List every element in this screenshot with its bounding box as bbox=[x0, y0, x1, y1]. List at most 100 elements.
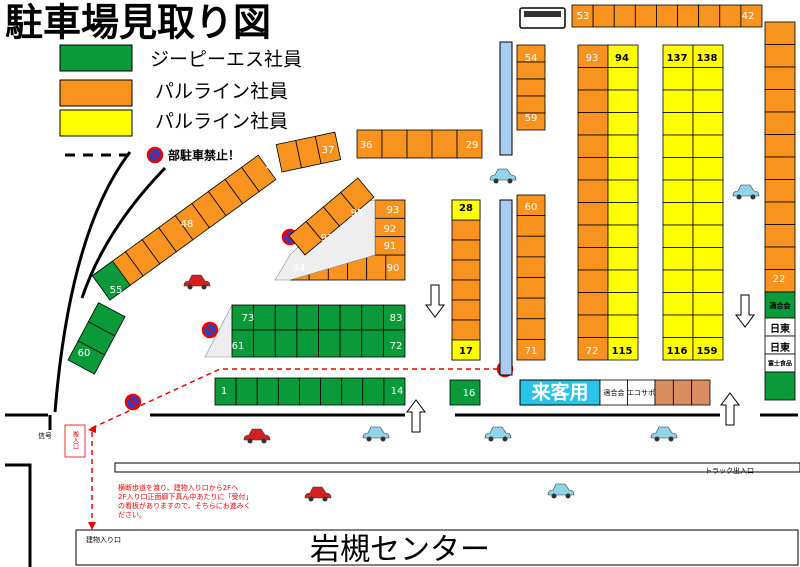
car bbox=[304, 486, 332, 499]
parking-space bbox=[451, 219, 481, 241]
space-label: 53 bbox=[577, 11, 590, 22]
parking-space bbox=[764, 44, 796, 68]
parking-space bbox=[692, 247, 724, 271]
parking-space bbox=[383, 377, 406, 406]
parking-space bbox=[235, 377, 258, 406]
space-label: 97 bbox=[321, 233, 334, 244]
car-wheel bbox=[322, 496, 328, 502]
car-wheel bbox=[366, 436, 372, 442]
parking-space bbox=[592, 4, 615, 28]
car-wheel bbox=[488, 436, 494, 442]
parking-space bbox=[662, 292, 694, 316]
loading-box bbox=[64, 424, 86, 458]
parking-space bbox=[692, 202, 724, 226]
parking-space bbox=[577, 112, 609, 136]
space-label: 17 bbox=[459, 346, 473, 357]
space-label: 94 bbox=[615, 53, 629, 64]
parking-space bbox=[296, 329, 319, 358]
space-label: 84 bbox=[293, 263, 306, 274]
parking-space bbox=[677, 4, 700, 28]
parking-space bbox=[516, 338, 546, 361]
parking-space bbox=[662, 269, 694, 293]
parking-space bbox=[654, 379, 674, 406]
car-wheel bbox=[493, 178, 499, 184]
legend-swatch bbox=[59, 44, 133, 72]
space-label: 28 bbox=[459, 203, 473, 214]
car bbox=[650, 426, 678, 439]
parking-space bbox=[764, 201, 796, 225]
parking-space bbox=[253, 304, 276, 331]
parking-space bbox=[516, 112, 546, 131]
legend-swatch bbox=[59, 79, 133, 107]
parking-space bbox=[318, 304, 341, 331]
parking-space bbox=[91, 260, 131, 301]
space-label: 54 bbox=[525, 53, 538, 64]
space-label: 91 bbox=[384, 241, 397, 252]
walking-route bbox=[91, 368, 498, 525]
parking-space bbox=[764, 21, 796, 45]
parking-space bbox=[516, 61, 546, 80]
no-parking-icon bbox=[204, 324, 216, 336]
parking-space bbox=[662, 67, 694, 91]
legend-label: パルライン社員 bbox=[155, 81, 288, 103]
space-label: 29 bbox=[466, 140, 479, 151]
parking-space bbox=[339, 329, 363, 358]
space-label: 59 bbox=[525, 113, 538, 124]
parking-space bbox=[692, 179, 724, 203]
space-label: 90 bbox=[387, 263, 400, 274]
parking-space bbox=[449, 379, 481, 406]
direction-arrow bbox=[425, 284, 445, 318]
parking-space bbox=[627, 379, 656, 406]
parking-space bbox=[607, 89, 639, 113]
parking-space bbox=[253, 329, 276, 358]
parking-space bbox=[764, 111, 796, 135]
visitor-area: 来客用 bbox=[531, 381, 588, 404]
space-group bbox=[288, 177, 375, 256]
space-labels: 53 42 54 59 93 94 137 138 36 29 37 41 48… bbox=[78, 11, 786, 399]
parking-space bbox=[692, 134, 724, 158]
direction-arrow bbox=[735, 294, 755, 328]
note-line: 横断歩道を渡り、建物入り口から2Fへ bbox=[118, 483, 238, 492]
note-line: 2F入り口正面廊下真ん中あたりに「受付」 bbox=[118, 492, 252, 501]
note-line: の看板がありますので、そちらにお進みく bbox=[118, 501, 251, 510]
parking-space bbox=[692, 269, 724, 293]
parking-space bbox=[764, 89, 796, 113]
parking-space bbox=[274, 304, 298, 331]
space-label: 1 bbox=[221, 386, 227, 397]
space-label: 92 bbox=[384, 224, 397, 235]
car bbox=[243, 428, 271, 441]
parking-space bbox=[577, 269, 609, 293]
no-parking-note: 部駐車禁止！ bbox=[168, 148, 240, 163]
parking-space bbox=[277, 377, 300, 406]
parking-space bbox=[692, 67, 724, 91]
space-label: 61 bbox=[232, 341, 245, 352]
parking-space bbox=[764, 179, 796, 203]
parking-space bbox=[607, 224, 639, 248]
parking-space bbox=[662, 179, 694, 203]
legend-swatch bbox=[59, 109, 133, 137]
parking-space bbox=[516, 297, 546, 320]
car-wheel bbox=[308, 496, 314, 502]
parking-space bbox=[516, 235, 546, 258]
parking-space bbox=[692, 224, 724, 248]
building bbox=[75, 529, 799, 566]
car-wheel bbox=[565, 493, 571, 499]
parking-space bbox=[382, 329, 406, 358]
parking-space bbox=[607, 247, 639, 271]
parking-space bbox=[662, 247, 694, 271]
hatched-area bbox=[274, 199, 376, 281]
space-label: 42 bbox=[742, 11, 755, 22]
car bbox=[732, 184, 760, 197]
direction-arrow bbox=[406, 399, 426, 433]
space-label: 137 bbox=[667, 53, 688, 64]
parking-space bbox=[607, 134, 639, 158]
parking-space bbox=[318, 329, 341, 358]
space-label: 22 bbox=[773, 274, 786, 285]
legend-label: パルライン社員 bbox=[155, 111, 288, 133]
road-edge bbox=[53, 151, 132, 413]
parking-space bbox=[692, 337, 724, 361]
car bbox=[484, 426, 512, 439]
parking-space bbox=[241, 154, 277, 193]
area-label: 日東 bbox=[770, 341, 790, 354]
